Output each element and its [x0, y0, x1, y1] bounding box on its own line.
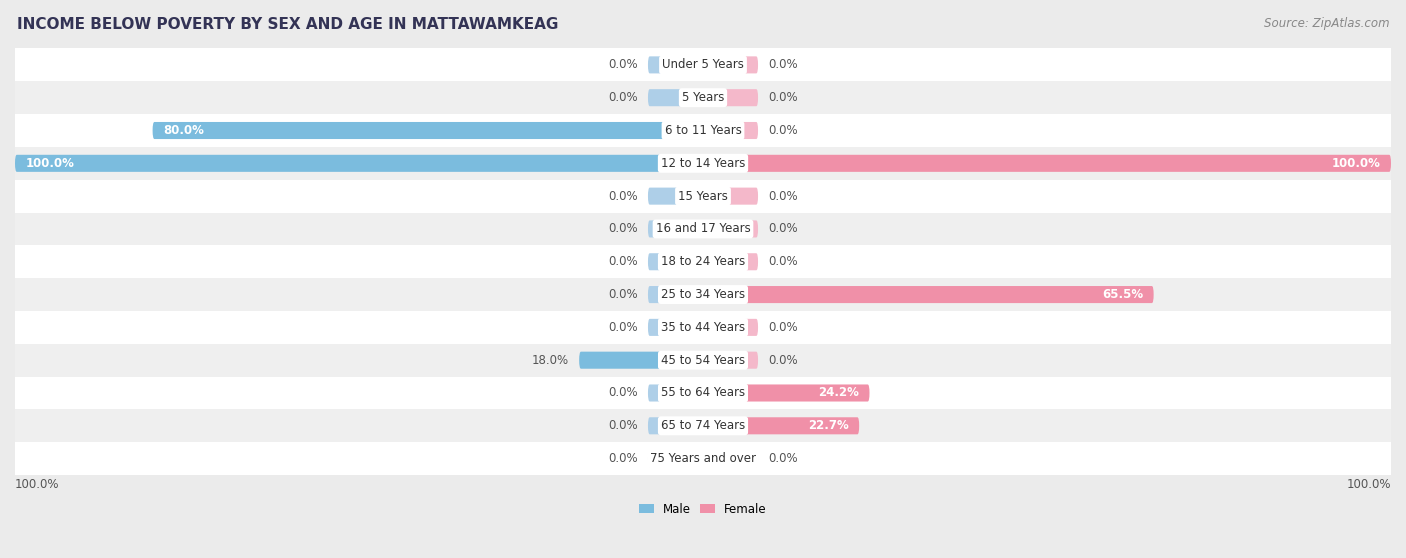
Text: 65 to 74 Years: 65 to 74 Years [661, 419, 745, 432]
FancyBboxPatch shape [703, 286, 1154, 303]
Text: 0.0%: 0.0% [607, 419, 638, 432]
FancyBboxPatch shape [648, 319, 703, 336]
Text: 0.0%: 0.0% [768, 190, 799, 203]
Text: 65.5%: 65.5% [1102, 288, 1143, 301]
FancyBboxPatch shape [703, 122, 758, 139]
Text: 0.0%: 0.0% [768, 59, 799, 71]
FancyBboxPatch shape [703, 220, 758, 238]
FancyBboxPatch shape [648, 417, 703, 434]
FancyBboxPatch shape [15, 155, 703, 172]
FancyBboxPatch shape [153, 122, 703, 139]
Text: Source: ZipAtlas.com: Source: ZipAtlas.com [1264, 17, 1389, 30]
FancyBboxPatch shape [703, 155, 1391, 172]
Text: 0.0%: 0.0% [768, 255, 799, 268]
FancyBboxPatch shape [579, 352, 703, 369]
Text: 35 to 44 Years: 35 to 44 Years [661, 321, 745, 334]
Text: 22.7%: 22.7% [808, 419, 849, 432]
FancyBboxPatch shape [703, 450, 758, 467]
Text: 24.2%: 24.2% [818, 387, 859, 400]
FancyBboxPatch shape [648, 56, 703, 74]
FancyBboxPatch shape [15, 180, 1391, 213]
FancyBboxPatch shape [703, 352, 758, 369]
FancyBboxPatch shape [648, 384, 703, 402]
FancyBboxPatch shape [648, 89, 703, 106]
Text: 6 to 11 Years: 6 to 11 Years [665, 124, 741, 137]
Text: 12 to 14 Years: 12 to 14 Years [661, 157, 745, 170]
FancyBboxPatch shape [648, 450, 703, 467]
Text: 0.0%: 0.0% [768, 91, 799, 104]
FancyBboxPatch shape [15, 442, 1391, 475]
FancyBboxPatch shape [703, 417, 859, 434]
FancyBboxPatch shape [703, 384, 869, 402]
FancyBboxPatch shape [703, 253, 758, 270]
FancyBboxPatch shape [15, 114, 1391, 147]
Text: 0.0%: 0.0% [607, 452, 638, 465]
Text: 0.0%: 0.0% [607, 59, 638, 71]
Text: 0.0%: 0.0% [607, 190, 638, 203]
Text: 15 Years: 15 Years [678, 190, 728, 203]
FancyBboxPatch shape [15, 147, 1391, 180]
Text: 55 to 64 Years: 55 to 64 Years [661, 387, 745, 400]
FancyBboxPatch shape [15, 49, 1391, 81]
Text: 80.0%: 80.0% [163, 124, 204, 137]
FancyBboxPatch shape [15, 213, 1391, 246]
FancyBboxPatch shape [703, 89, 758, 106]
FancyBboxPatch shape [15, 344, 1391, 377]
Text: 0.0%: 0.0% [768, 321, 799, 334]
Text: 18 to 24 Years: 18 to 24 Years [661, 255, 745, 268]
Text: 100.0%: 100.0% [1331, 157, 1381, 170]
Text: 100.0%: 100.0% [25, 157, 75, 170]
FancyBboxPatch shape [648, 220, 703, 238]
Text: 0.0%: 0.0% [607, 288, 638, 301]
Text: 0.0%: 0.0% [607, 91, 638, 104]
Text: 0.0%: 0.0% [607, 321, 638, 334]
Text: 75 Years and over: 75 Years and over [650, 452, 756, 465]
Text: 16 and 17 Years: 16 and 17 Years [655, 223, 751, 235]
FancyBboxPatch shape [15, 410, 1391, 442]
FancyBboxPatch shape [703, 56, 758, 74]
FancyBboxPatch shape [15, 246, 1391, 278]
Text: 18.0%: 18.0% [531, 354, 569, 367]
Text: 0.0%: 0.0% [768, 124, 799, 137]
Text: 0.0%: 0.0% [607, 223, 638, 235]
FancyBboxPatch shape [648, 187, 703, 205]
FancyBboxPatch shape [648, 286, 703, 303]
Text: 0.0%: 0.0% [607, 387, 638, 400]
Text: 0.0%: 0.0% [768, 223, 799, 235]
FancyBboxPatch shape [703, 187, 758, 205]
FancyBboxPatch shape [703, 319, 758, 336]
FancyBboxPatch shape [15, 81, 1391, 114]
Text: 45 to 54 Years: 45 to 54 Years [661, 354, 745, 367]
Text: 25 to 34 Years: 25 to 34 Years [661, 288, 745, 301]
Text: 0.0%: 0.0% [768, 452, 799, 465]
FancyBboxPatch shape [15, 377, 1391, 410]
Text: Under 5 Years: Under 5 Years [662, 59, 744, 71]
FancyBboxPatch shape [648, 253, 703, 270]
FancyBboxPatch shape [15, 311, 1391, 344]
Text: 100.0%: 100.0% [15, 478, 59, 490]
Text: 100.0%: 100.0% [1347, 478, 1391, 490]
Text: 0.0%: 0.0% [768, 354, 799, 367]
Text: 0.0%: 0.0% [607, 255, 638, 268]
Legend: Male, Female: Male, Female [634, 498, 772, 520]
FancyBboxPatch shape [15, 278, 1391, 311]
Text: 5 Years: 5 Years [682, 91, 724, 104]
Text: INCOME BELOW POVERTY BY SEX AND AGE IN MATTAWAMKEAG: INCOME BELOW POVERTY BY SEX AND AGE IN M… [17, 17, 558, 32]
